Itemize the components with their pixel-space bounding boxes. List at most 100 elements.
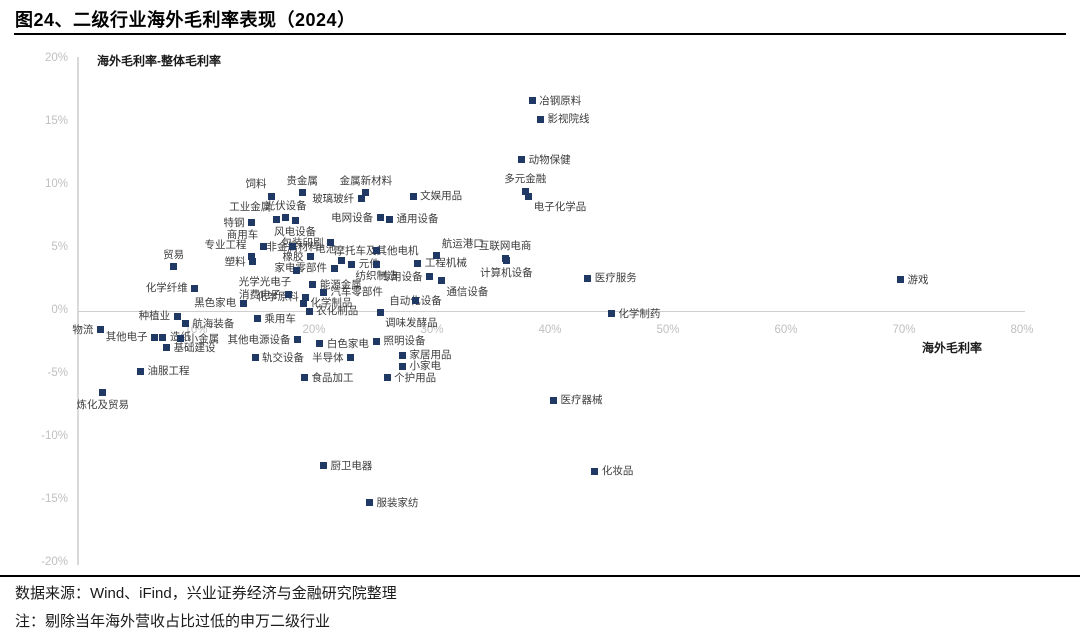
point-label: 商用车 (226, 228, 259, 241)
scatter-point (177, 335, 185, 343)
scatter-point (399, 362, 406, 370)
scatter-point (584, 274, 592, 282)
scatter-point (357, 195, 365, 203)
scatter-point (347, 354, 355, 362)
scatter-point (99, 389, 107, 397)
scatter-point (306, 253, 314, 261)
point-label: 金属新材料 (339, 174, 393, 187)
y-tick-label: 5% (51, 241, 68, 253)
point-label: 其他电子 (105, 331, 148, 344)
scatter-point (414, 259, 422, 267)
scatter-point (292, 267, 300, 275)
scatter-point (253, 315, 261, 323)
point-label: 多元金融 (504, 173, 547, 186)
point-label: 冶钢原料 (539, 94, 582, 107)
point-label: 个护用品 (394, 371, 437, 384)
scatter-point (409, 192, 417, 200)
point-label: 贵金属 (286, 174, 318, 187)
scatter-point (327, 239, 335, 247)
scatter-point (305, 307, 313, 315)
scatter-point (159, 333, 167, 341)
point-label: 农化制品 (316, 305, 359, 317)
point-label: 航海装备 (192, 317, 235, 330)
point-label: 专业工程 (204, 238, 247, 251)
point-label: 白色家电 (326, 337, 369, 350)
scatter-point (247, 219, 255, 227)
scatter-point (268, 192, 276, 200)
point-label: 小家电 (409, 360, 442, 373)
point-label: 照明设备 (383, 335, 426, 348)
point-label: 通信设备 (446, 285, 489, 298)
scatter-point (293, 336, 301, 344)
scatter-point (301, 374, 309, 382)
scatter-point (433, 252, 441, 260)
point-label: 小金属 (187, 332, 220, 345)
point-label: 化学纤维 (145, 282, 188, 295)
scatter-point (96, 326, 104, 334)
scatter-point (362, 189, 370, 197)
scatter-point (137, 367, 145, 375)
scatter-point (376, 214, 384, 222)
point-label: 专用设备 (380, 270, 423, 283)
point-label: 调味发酵品 (385, 317, 438, 330)
point-label: 玻璃玻纤 (312, 192, 355, 205)
point-label: 乘用车 (264, 312, 296, 325)
point-label: 黑色家电 (194, 297, 237, 310)
point-label: 塑料 (224, 255, 246, 268)
scatter-point (502, 257, 510, 265)
y-tick-label: 20% (44, 52, 68, 64)
y-tick-label: -20% (41, 556, 68, 568)
x-tick-label: 40% (538, 324, 562, 336)
scatter-point (319, 462, 327, 470)
point-label: 贸易 (163, 248, 185, 261)
scatter-point (319, 288, 327, 296)
point-label: 动物保健 (528, 153, 571, 166)
point-label: 光学光电子 (238, 275, 292, 288)
point-label: 食品加工 (311, 371, 354, 384)
scatter-point (289, 243, 297, 251)
scatter-point (426, 273, 434, 281)
point-label: 电网设备 (331, 211, 374, 224)
y-axis-title: 海外毛利率-整体毛利率 (97, 54, 221, 68)
footer-divider (0, 575, 1080, 577)
y-tick-label: -15% (41, 493, 68, 505)
point-label: 消费电子 (239, 288, 282, 301)
scatter-point (330, 264, 338, 272)
scatter-point (365, 499, 373, 507)
scatter-point (173, 312, 181, 320)
point-label: 服装家纺 (376, 496, 419, 509)
scatter-point (163, 344, 170, 352)
scatter-point (411, 297, 419, 305)
scatter-point (284, 291, 292, 299)
y-tick-label: 0% (51, 304, 68, 316)
point-label: 游戏 (907, 273, 929, 286)
scatter-point (386, 215, 394, 223)
scatter-point (170, 263, 178, 271)
scatter-point (181, 320, 189, 328)
scatter-point (521, 187, 529, 195)
scatter-point (316, 340, 324, 348)
scatter-point (537, 115, 545, 123)
x-tick-label: 70% (892, 324, 916, 336)
point-label: 特钢 (223, 216, 245, 229)
methodology-note: 注：剔除当年海外营收占比过低的申万二级行业 (15, 613, 331, 630)
scatter-point (348, 260, 356, 268)
point-label: 互联网电商 (478, 240, 532, 253)
scatter-point (309, 281, 317, 289)
zero-gridline (78, 311, 1025, 312)
scatter-point (373, 260, 381, 268)
point-label: 影视院线 (547, 113, 590, 126)
point-label: 橡胶 (282, 250, 304, 263)
scatter-point (259, 243, 267, 251)
scatter-point (528, 97, 536, 105)
scatter-point (247, 253, 255, 261)
point-label: 医疗器械 (560, 394, 603, 407)
point-label: 光伏设备 (264, 199, 307, 212)
scatter-point (518, 156, 526, 164)
point-label: 物流 (72, 323, 94, 336)
scatter-point (550, 396, 558, 404)
scatter-point (291, 216, 299, 224)
figure-title: 图24、二级行业海外毛利率表现（2024） (15, 10, 356, 30)
scatter-point (239, 299, 247, 307)
